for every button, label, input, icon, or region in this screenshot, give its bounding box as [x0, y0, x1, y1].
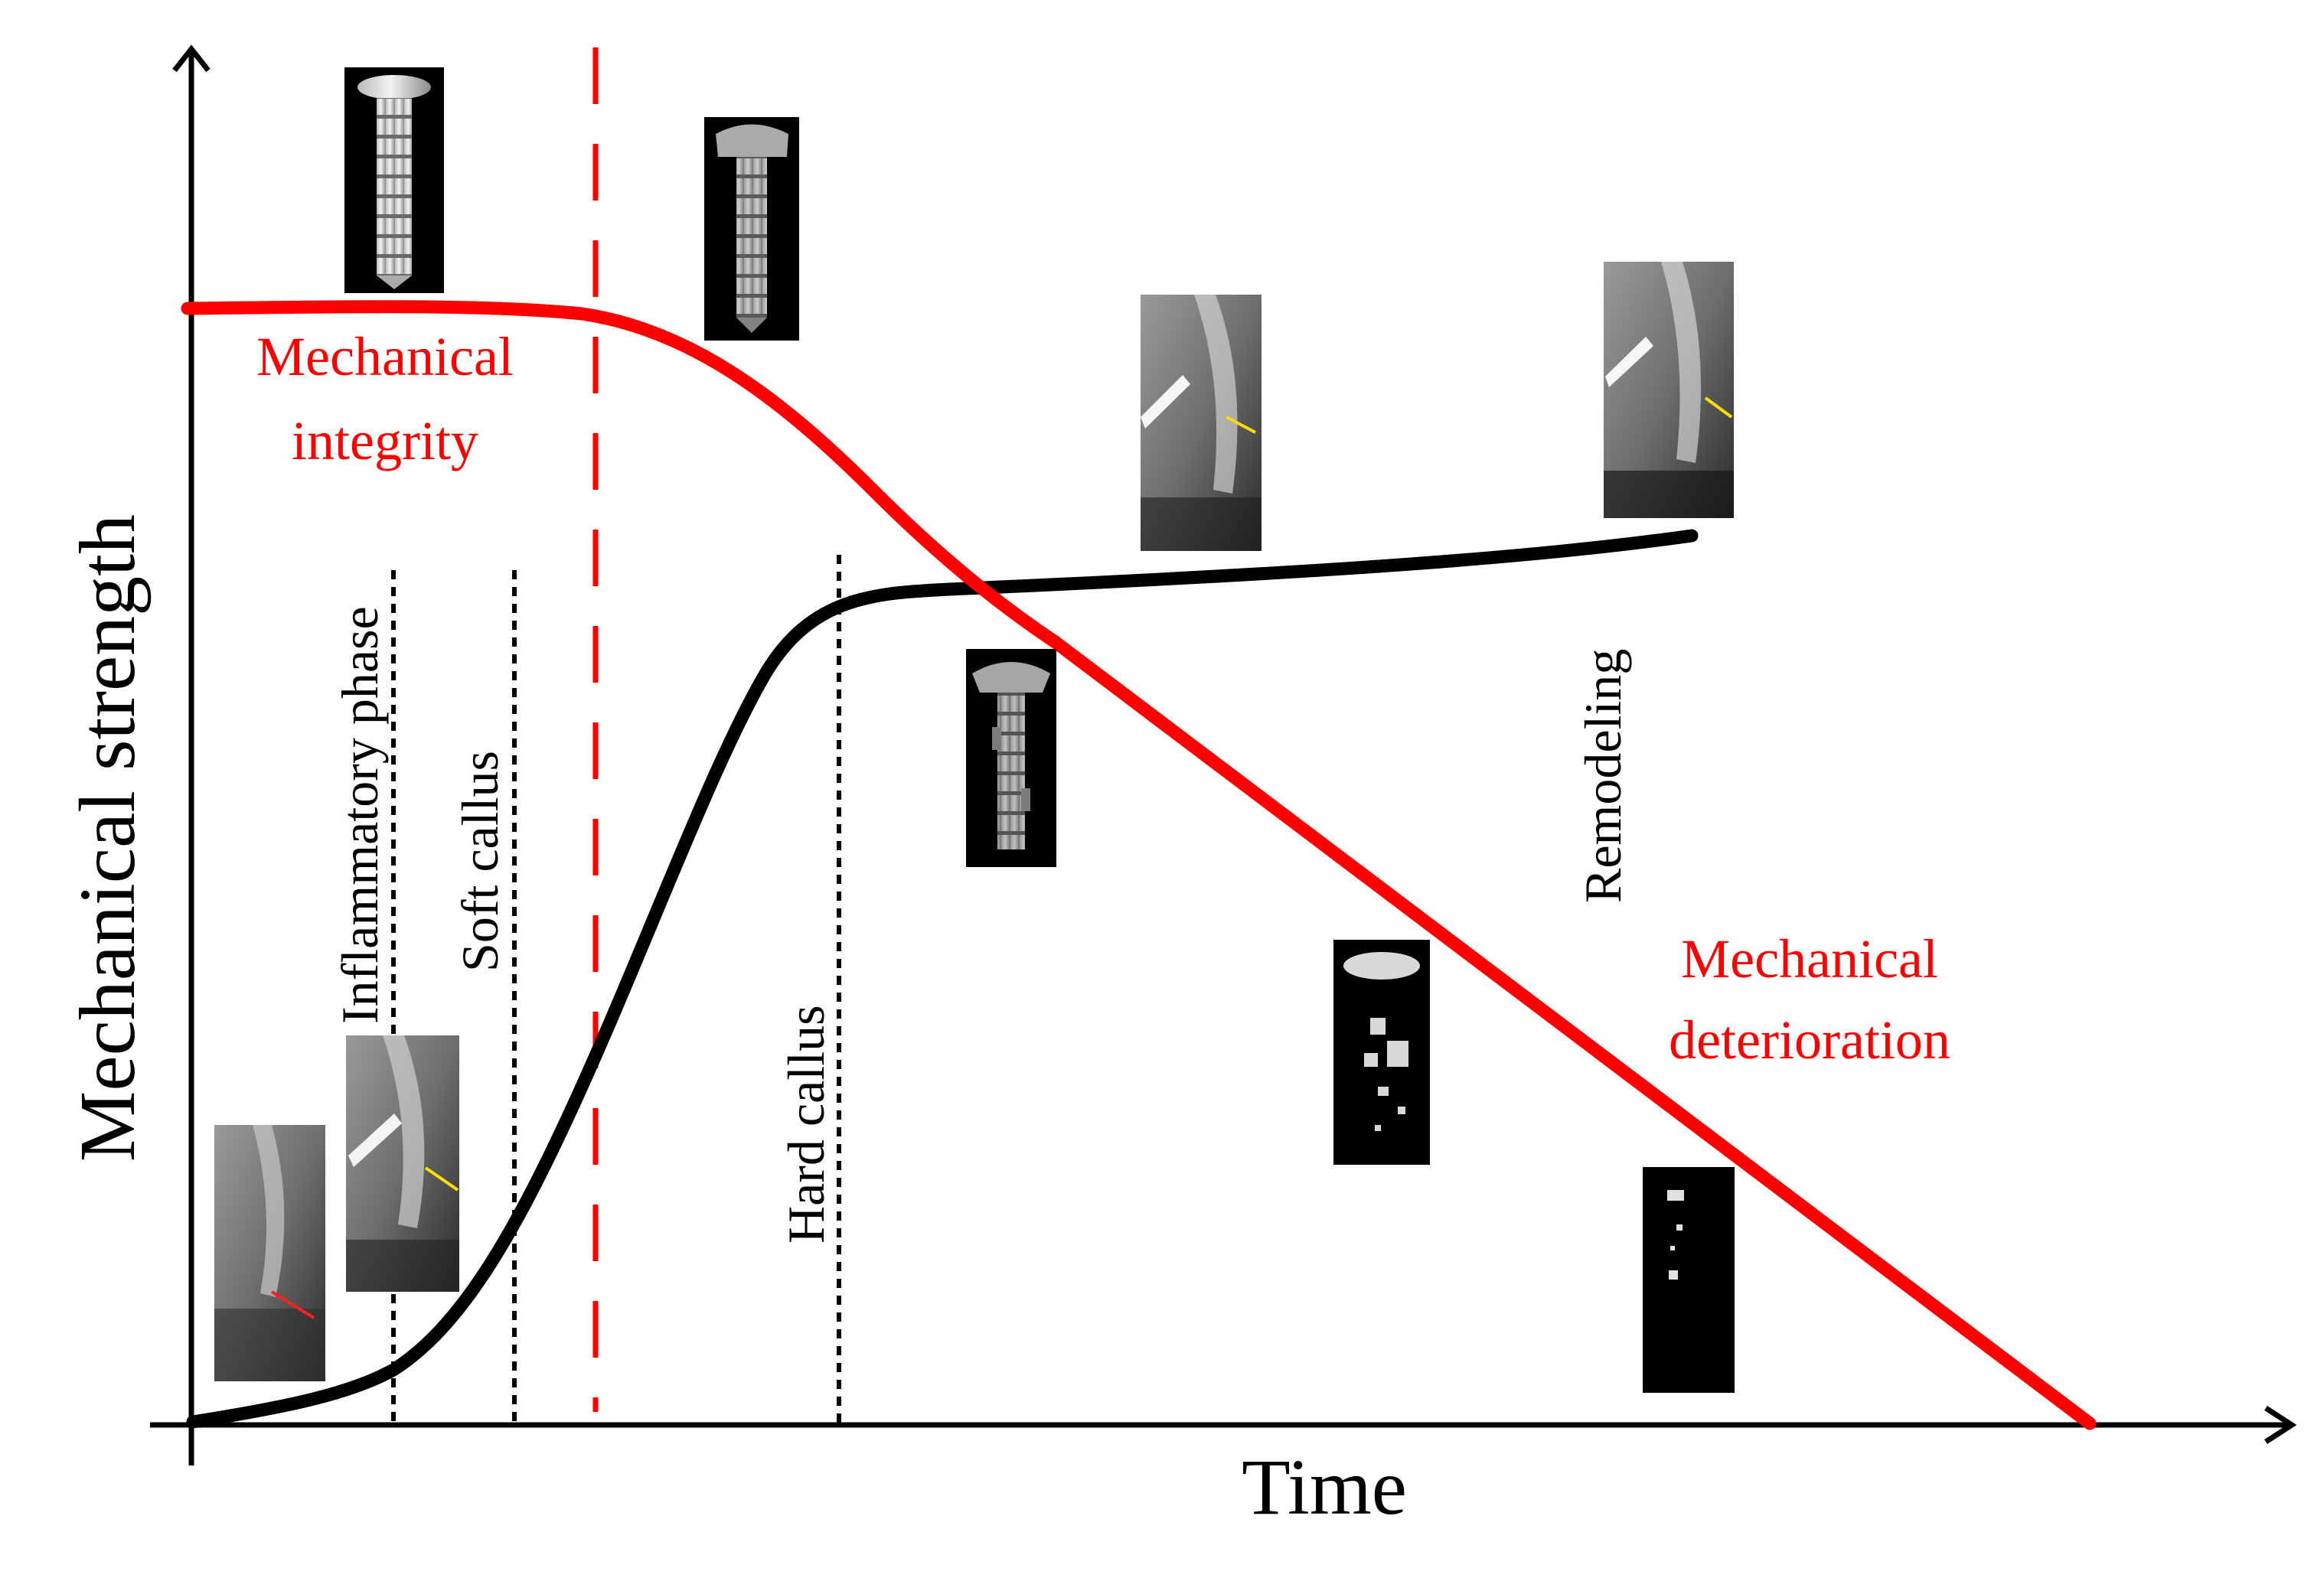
screw-mid-degradation-thumbnail [966, 649, 1056, 867]
bone-healing-curve [186, 529, 1699, 1429]
xray-remodeling-thumbnail [1604, 262, 1734, 518]
xray-fracture-thumbnail [214, 1125, 325, 1381]
y-axis-label: Mechanical strength [64, 514, 152, 1162]
xray-hard-callus-thumbnail [1141, 295, 1262, 551]
screw-intact-thumbnail [344, 67, 444, 293]
screw-implant-icon [357, 75, 431, 289]
screw-remnant-thumbnail [1643, 1167, 1735, 1393]
screw-early-degradation-thumbnail [704, 117, 799, 341]
phase-label-remodeling: Remodeling [1574, 649, 1632, 903]
phase-label-hard-callus: Hard callus [777, 1005, 835, 1244]
y-axis [172, 44, 211, 1465]
screw-fragments-icon [1667, 1190, 1684, 1280]
bone-xray-icon [346, 1035, 459, 1292]
bone-xray-icon [1604, 262, 1734, 518]
bone-xray-icon [214, 1125, 325, 1381]
deterioration-label-line1: Mechanical [1681, 928, 1938, 989]
screw-implant-icon [972, 662, 1050, 849]
phase-label-soft-callus: Soft callus [451, 751, 509, 972]
phase-label-inflammatory: Inflammatory phase [331, 606, 389, 1024]
bone-xray-icon [1141, 295, 1262, 551]
integrity-label-line2: integrity [292, 410, 478, 471]
deterioration-label-line2: deterioration [1669, 1009, 1950, 1071]
x-axis-label: Time [1242, 1443, 1407, 1531]
integrity-label-line1: Mechanical [256, 326, 514, 387]
screw-implant-icon [716, 124, 788, 333]
x-axis [150, 1406, 2297, 1444]
screw-late-degradation-thumbnail [1333, 940, 1430, 1165]
screw-fragments-icon [1343, 952, 1420, 1131]
phase-boundaries [391, 555, 841, 1425]
screw-strength-curve [181, 300, 2097, 1430]
xray-soft-callus-thumbnail [346, 1035, 459, 1292]
